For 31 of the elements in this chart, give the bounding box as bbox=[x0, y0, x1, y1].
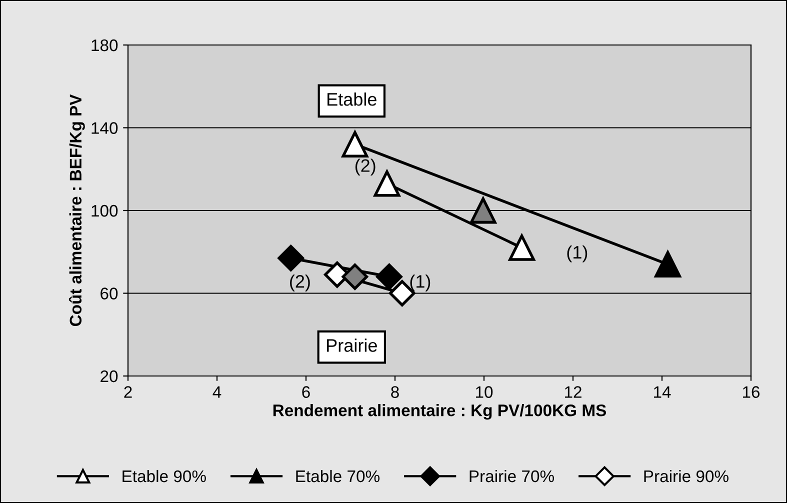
annotation: (2) bbox=[355, 158, 376, 176]
annotation: Etable bbox=[328, 92, 376, 106]
y-tick-label: 20 bbox=[100, 370, 118, 382]
point bbox=[376, 264, 402, 290]
point bbox=[342, 264, 368, 290]
legend-label: Etable 70% bbox=[296, 470, 380, 482]
annotation: (2) bbox=[290, 274, 310, 292]
y-tick-label: 180 bbox=[92, 39, 118, 52]
y-tick-label: 100 bbox=[92, 204, 118, 217]
x-tick-label: 8 bbox=[391, 386, 399, 398]
legend-label: Etable 90% bbox=[122, 470, 206, 482]
y-axis-title: Coût alimentaire : BEF/Kg PV bbox=[68, 94, 85, 326]
y-tick-label: 60 bbox=[100, 288, 118, 300]
x-tick-label: 2 bbox=[124, 386, 132, 398]
x-tick-label: 16 bbox=[743, 386, 760, 398]
x-tick-label: 10 bbox=[476, 386, 493, 398]
legend-label: Prairie 90% bbox=[644, 470, 728, 482]
x-tick-label: 6 bbox=[302, 386, 310, 398]
point bbox=[278, 244, 304, 272]
annotation: (1) bbox=[410, 274, 430, 292]
legend-label: Prairie 70% bbox=[470, 470, 554, 482]
x-tick-label: 14 bbox=[654, 386, 671, 398]
point bbox=[374, 170, 400, 197]
x-tick-label: 12 bbox=[565, 386, 582, 398]
point bbox=[508, 234, 536, 261]
annotation: Prairie bbox=[327, 338, 377, 352]
x-tick-label: 4 bbox=[212, 386, 222, 398]
point bbox=[470, 197, 496, 224]
x-axis-title: Rendement alimentaire : Kg PV/100KG MS bbox=[273, 404, 606, 420]
y-tick-label: 140 bbox=[92, 122, 118, 134]
annotation: (1) bbox=[567, 245, 588, 262]
